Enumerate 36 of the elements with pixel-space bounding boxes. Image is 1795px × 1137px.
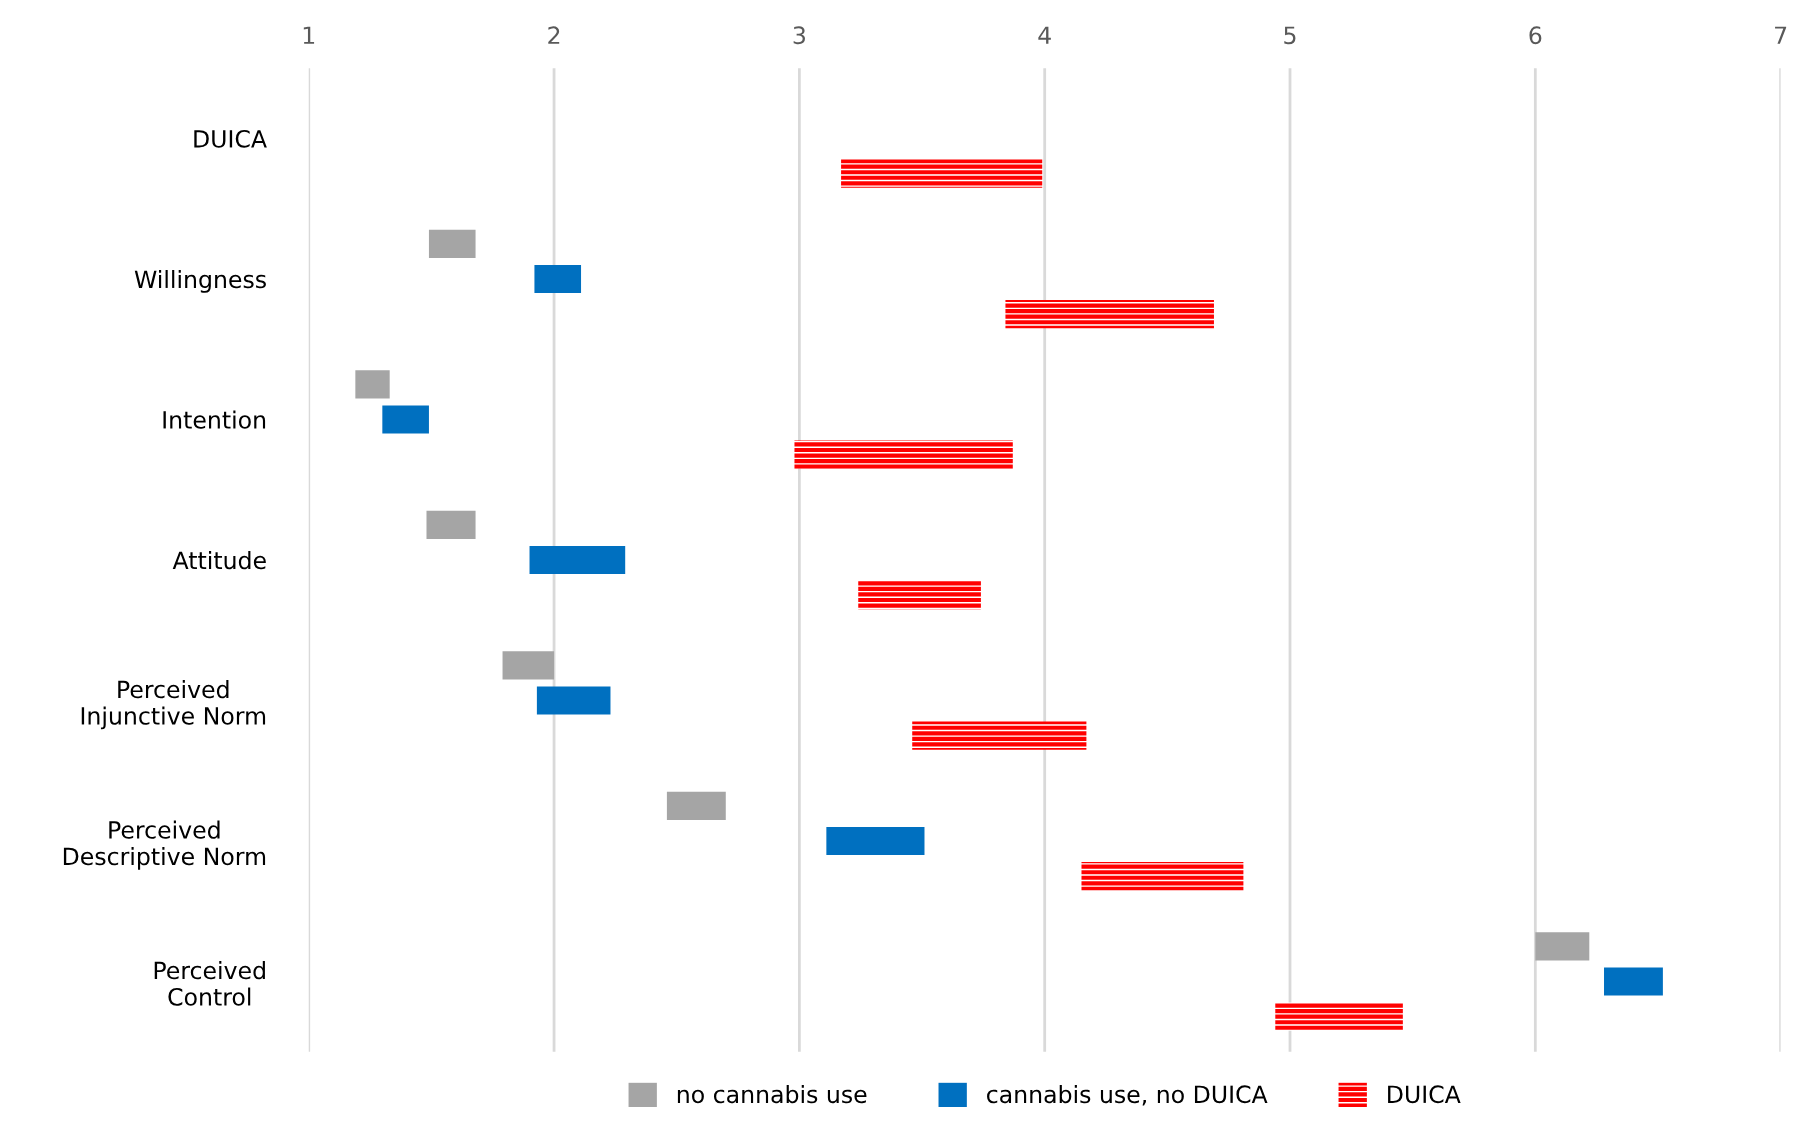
x-tick-label: 1 xyxy=(303,26,315,44)
bar xyxy=(1275,1002,1403,1031)
legend-label: no cannabis use xyxy=(677,1084,867,1104)
x-tick-label: 4 xyxy=(1038,26,1051,44)
bar xyxy=(428,229,476,258)
y-tick-label: Attitude xyxy=(172,551,266,570)
bar xyxy=(1604,967,1663,996)
legend-label: cannabis use, no DUICA xyxy=(987,1084,1268,1106)
bar xyxy=(841,159,1043,188)
bar xyxy=(1005,300,1214,329)
bar xyxy=(502,651,555,680)
x-tick-label: 2 xyxy=(548,26,560,44)
bar xyxy=(1535,932,1590,961)
x-tick-label: 6 xyxy=(1529,26,1542,45)
bar xyxy=(794,440,1013,469)
bar xyxy=(426,510,476,539)
bar xyxy=(355,370,390,399)
bar xyxy=(1081,862,1244,891)
bar xyxy=(858,581,981,610)
x-tick-label: 7 xyxy=(1775,26,1787,44)
bar xyxy=(529,545,626,575)
bar xyxy=(666,791,726,820)
legend-label: DUICA xyxy=(1388,1085,1461,1104)
x-tick-label: 3 xyxy=(793,26,805,45)
y-tick-label: Intention xyxy=(163,410,266,429)
bar xyxy=(912,721,1087,750)
x-tick-label: 5 xyxy=(1284,26,1296,45)
y-tick-label: Perceived Injunctive Norm xyxy=(81,680,266,730)
bar xyxy=(826,826,925,856)
y-tick-label: Willingness xyxy=(134,270,266,293)
bar xyxy=(536,686,611,715)
bar xyxy=(534,264,582,294)
y-tick-label: DUICA xyxy=(194,129,267,148)
y-tick-label: Perceived Descriptive Norm xyxy=(63,820,266,870)
bar xyxy=(382,405,429,434)
y-tick-label: Perceived Control xyxy=(154,961,265,1006)
